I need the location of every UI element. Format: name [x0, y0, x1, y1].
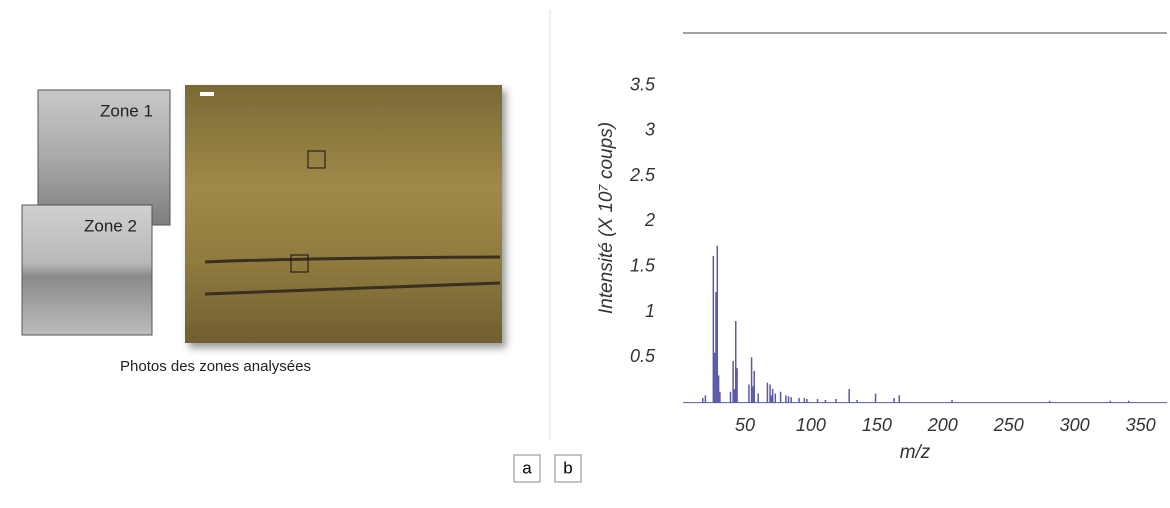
panel-label: b	[563, 458, 572, 477]
x-tick-label: 100	[796, 415, 826, 435]
y-tick-label: 3.5	[630, 74, 656, 94]
zone-2-label: Zone 2	[84, 216, 137, 235]
y-tick-label: 2.5	[629, 165, 656, 185]
zone-1-photo	[37, 89, 171, 226]
crack	[204, 255, 501, 296]
x-tick-label: 200	[927, 415, 958, 435]
y-axis-label: Intensité (X 10⁷ coups)	[596, 122, 617, 314]
scale-bar	[200, 92, 214, 96]
panel-label-box	[513, 454, 541, 483]
x-tick-label: 250	[993, 415, 1024, 435]
y-tick-label: 1	[645, 301, 655, 321]
x-tick-label: 350	[1126, 415, 1156, 435]
y-tick-label: 1.5	[630, 255, 656, 275]
panel-a: Zone 1 Zone 2 Photos des zones analysées	[21, 85, 502, 375]
zone-box	[307, 150, 326, 169]
x-axis-label: m/z	[900, 442, 931, 463]
caption: Photos des zones analysées	[120, 358, 311, 375]
y-tick-label: 3	[645, 120, 655, 140]
y-tick-label: 0.5	[630, 346, 656, 366]
x-tick-label: 300	[1060, 415, 1090, 435]
zone-1-label: Zone 1	[100, 101, 153, 120]
zone-2-photo	[21, 204, 153, 336]
zone-box	[290, 254, 309, 273]
panel-label: a	[522, 458, 532, 477]
x-tick-label: 50	[735, 415, 755, 435]
panel-label-box	[554, 454, 582, 483]
x-tick-label: 150	[862, 415, 892, 435]
sample-photo	[185, 85, 502, 343]
y-tick-label: 2	[644, 210, 655, 230]
